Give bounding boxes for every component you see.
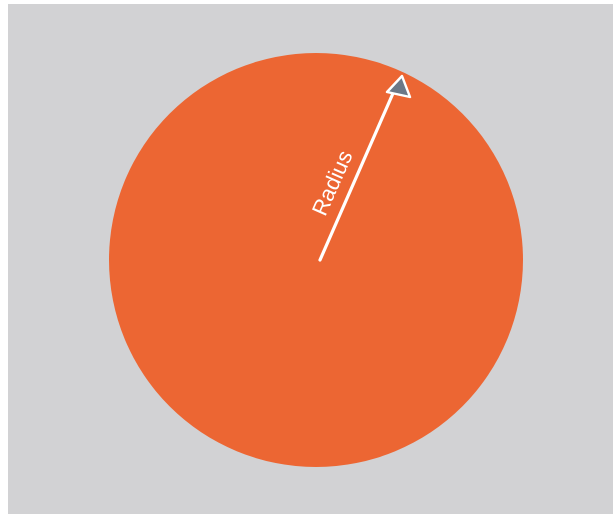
radius-arrow-line	[318, 89, 396, 262]
arrowhead-icon	[385, 74, 412, 99]
circle	[109, 53, 523, 467]
